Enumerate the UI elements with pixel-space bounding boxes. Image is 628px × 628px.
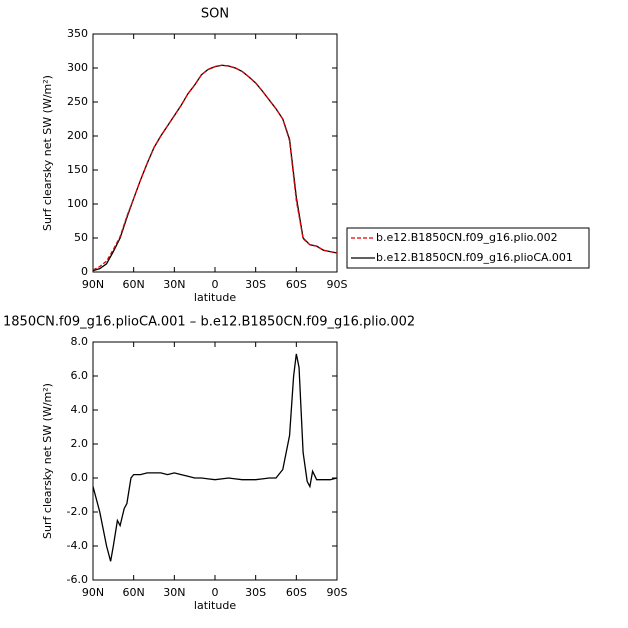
x-axis-label: latitude xyxy=(194,599,236,612)
x-tick-label: 30S xyxy=(245,278,266,291)
data-line xyxy=(92,64,338,271)
y-tick-label: 0.0 xyxy=(71,471,89,484)
y-tick-label: 6.0 xyxy=(71,369,89,382)
chart-title: 1850CN.f09_g16.plioCA.001 – b.e12.B1850C… xyxy=(3,315,415,330)
legend-label: b.e12.B1850CN.f09_g16.plio.002 xyxy=(376,231,558,244)
x-tick-label: 30N xyxy=(163,278,185,291)
x-tick-label: 60S xyxy=(286,278,307,291)
data-line xyxy=(92,353,338,562)
x-tick-label: 0 xyxy=(212,586,219,599)
legend-label: b.e12.B1850CN.f09_g16.plioCA.001 xyxy=(376,251,573,264)
legend-box xyxy=(346,227,590,269)
y-tick-label: 0 xyxy=(81,265,88,278)
y-tick-label: 350 xyxy=(67,27,88,40)
y-tick-label: 250 xyxy=(67,95,88,108)
y-axis-label: Surf clearsky net SW (W/m²) xyxy=(41,383,54,539)
x-tick-label: 90N xyxy=(82,278,104,291)
chart-title: SON xyxy=(201,7,229,22)
x-tick-label: 90N xyxy=(82,586,104,599)
y-tick-label: -4.0 xyxy=(67,539,88,552)
x-tick-label: 90S xyxy=(327,278,348,291)
y-tick-label: 300 xyxy=(67,61,88,74)
y-axis-label: Surf clearsky net SW (W/m²) xyxy=(41,75,54,231)
x-tick-label: 60S xyxy=(286,586,307,599)
y-tick-label: 50 xyxy=(74,231,88,244)
y-tick-label: -6.0 xyxy=(67,573,88,586)
plot-frame xyxy=(92,33,338,273)
y-tick-label: 2.0 xyxy=(71,437,89,450)
y-tick-label: 8.0 xyxy=(71,335,89,348)
x-axis-label: latitude xyxy=(194,291,236,304)
plot-frame xyxy=(92,341,338,581)
x-tick-label: 30N xyxy=(163,586,185,599)
x-tick-label: 60N xyxy=(123,278,145,291)
y-tick-label: 4.0 xyxy=(71,403,89,416)
y-tick-label: 100 xyxy=(67,197,88,210)
x-tick-label: 60N xyxy=(123,586,145,599)
x-tick-label: 30S xyxy=(245,586,266,599)
data-line xyxy=(92,64,338,272)
y-tick-label: 200 xyxy=(67,129,88,142)
y-tick-label: -2.0 xyxy=(67,505,88,518)
x-tick-label: 90S xyxy=(327,586,348,599)
y-tick-label: 150 xyxy=(67,163,88,176)
x-tick-label: 0 xyxy=(212,278,219,291)
